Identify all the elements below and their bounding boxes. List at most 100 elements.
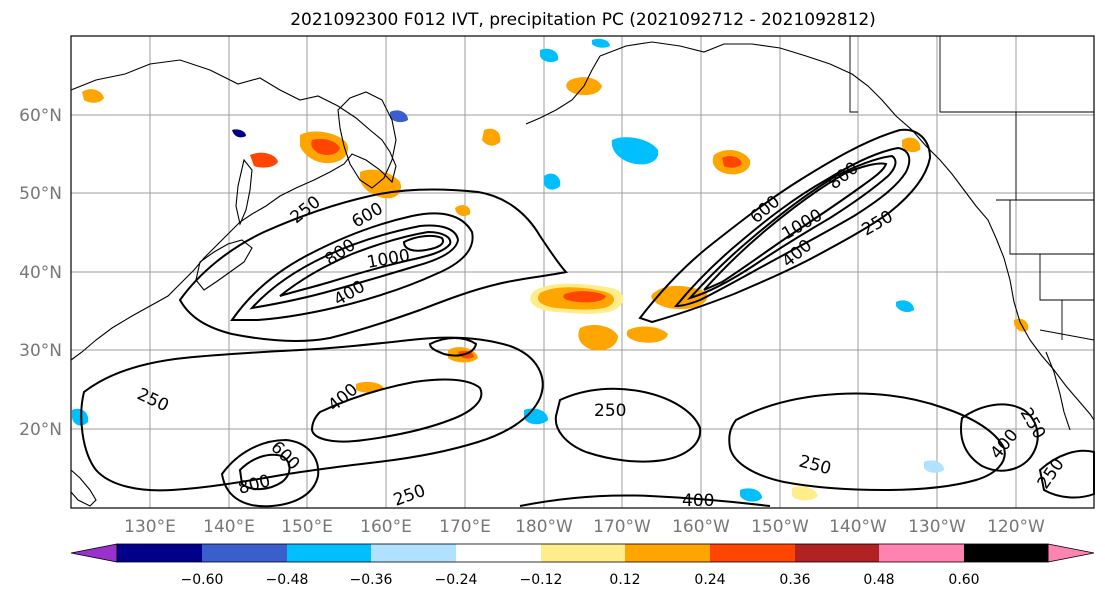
border-canada-alaska xyxy=(849,36,858,113)
ivt-contours xyxy=(80,128,1095,508)
colorbar-bin xyxy=(879,544,964,562)
coastline-philippines xyxy=(70,469,97,507)
precip-patch-negative xyxy=(740,488,762,502)
lat-label: 30°N xyxy=(19,341,62,361)
precip-patch-negative xyxy=(232,129,246,138)
precip-patch-positive xyxy=(482,128,501,146)
precip-patch-negative xyxy=(72,408,89,426)
precip-patch-positive xyxy=(563,291,606,303)
graticule xyxy=(71,36,1094,508)
colorbar-tick-label: 0.36 xyxy=(779,572,810,588)
figure-title: 2021092300 F012 IVT, precipitation PC (2… xyxy=(290,10,876,30)
ivt-contour-800-east xyxy=(703,162,888,291)
precip-patch-positive xyxy=(902,137,921,153)
longitude-labels: 130°E 140°E 150°E 160°E 170°E 180°W 170°… xyxy=(124,517,1045,537)
lon-label: 150°W xyxy=(751,517,809,537)
ivt-contour-600-east xyxy=(686,154,897,300)
ivt-contour-400-bottom xyxy=(519,494,771,507)
coastline-alaska xyxy=(599,41,997,239)
precip-patch-positive xyxy=(82,89,104,103)
coastline-asia xyxy=(70,59,397,361)
ivt-contour-1000-west xyxy=(402,234,444,252)
colorbar-bin xyxy=(202,544,287,562)
lon-label: 140°E xyxy=(203,517,255,537)
ivt-contour-400-east xyxy=(673,146,911,308)
colorbar-bin xyxy=(625,544,710,562)
ivt-contour-250-north-pacific xyxy=(428,337,478,357)
colorbar-tick-label: 0.48 xyxy=(863,572,894,588)
lat-label: 20°N xyxy=(19,420,62,440)
colorbar-extend-low xyxy=(70,543,118,563)
ivt-contour-400-south xyxy=(310,378,483,443)
precip-patch-negative xyxy=(896,300,914,313)
lon-label: 160°W xyxy=(672,517,730,537)
colorbar-bin xyxy=(287,544,371,562)
lon-label: 120°W xyxy=(987,517,1045,537)
precip-patch-positive xyxy=(360,169,402,199)
ivt-contour-250-east xyxy=(638,128,932,324)
colorbar-tick-label: −0.36 xyxy=(350,572,393,588)
border-canada-provinces xyxy=(939,36,1094,200)
coastline-north-america-west xyxy=(995,237,1095,421)
lon-label: 130°E xyxy=(124,517,176,537)
precip-patch-positive xyxy=(455,205,471,216)
colorbar: −0.60 −0.48 −0.36 −0.24 −0.12 0.12 0.24 … xyxy=(70,543,1095,588)
colorbar-tick-label: 0.60 xyxy=(948,572,979,588)
coastline-japan xyxy=(195,239,253,291)
precip-patch-negative xyxy=(924,460,944,473)
ivt-contour-250-southeast xyxy=(728,392,1006,492)
precip-patch-negative xyxy=(540,48,559,63)
coastline-sakhalin xyxy=(235,158,253,226)
colorbar-tick-label: −0.12 xyxy=(520,572,563,588)
precip-patch-positive xyxy=(311,138,340,156)
lon-label: 170°E xyxy=(439,517,491,537)
coastlines xyxy=(70,41,1095,507)
lat-label: 40°N xyxy=(19,263,62,283)
colorbar-bin xyxy=(795,544,879,562)
ivt-contour-400-west xyxy=(230,212,474,321)
political-borders xyxy=(849,36,1095,341)
colorbar-tick-label: 0.12 xyxy=(609,572,640,588)
border-us-mexico xyxy=(1039,329,1095,341)
colorbar-ticks: −0.60 −0.48 −0.36 −0.24 −0.12 0.12 0.24 … xyxy=(181,572,980,588)
precip-patch-positive xyxy=(722,156,742,168)
coastline-baja xyxy=(1045,351,1071,431)
precip-patch-positive xyxy=(578,324,618,351)
lon-label: 180°W xyxy=(515,517,573,537)
contour-label: 250 xyxy=(594,401,626,421)
border-us-states xyxy=(1009,200,1094,340)
ivt-contour-800-southwest xyxy=(238,453,291,490)
lon-label: 150°E xyxy=(281,517,333,537)
colorbar-tick-label: −0.48 xyxy=(266,572,309,588)
lon-label: 130°W xyxy=(908,517,966,537)
contour-label: 400 xyxy=(682,491,714,511)
colorbar-bin xyxy=(710,544,795,562)
precip-patch-negative xyxy=(390,110,408,123)
ivt-contour-250-south xyxy=(80,336,544,492)
colorbar-tick-label: 0.24 xyxy=(694,572,725,588)
ivt-contour-250-west xyxy=(178,188,568,342)
lat-label: 50°N xyxy=(19,184,62,204)
lon-label: 160°E xyxy=(360,517,412,537)
colorbar-bin xyxy=(371,544,456,562)
coastline-kamchatka xyxy=(337,91,397,189)
ivt-contour-250-central xyxy=(554,387,702,463)
ivt-contour-600-west xyxy=(249,224,460,310)
colorbar-frame xyxy=(116,543,1049,563)
lon-label: 170°W xyxy=(593,517,651,537)
precip-patch-negative xyxy=(611,137,659,165)
precip-patch-negative xyxy=(592,38,610,48)
precip-patch-positive xyxy=(792,486,818,501)
latitude-labels: 60°N 50°N 40°N 30°N 20°N xyxy=(19,106,62,440)
lon-label: 140°W xyxy=(829,517,887,537)
ivt-contour-400-east-south xyxy=(960,403,1039,472)
colorbar-extend-high xyxy=(1047,543,1095,563)
colorbar-tick-label: −0.24 xyxy=(435,572,478,588)
colorbar-bin xyxy=(456,544,541,562)
precip-patch-positive xyxy=(250,152,278,168)
ivt-contour-800-west xyxy=(279,230,452,297)
lat-label: 60°N xyxy=(19,106,62,126)
colorbar-tick-label: −0.60 xyxy=(181,572,224,588)
colorbar-bin xyxy=(541,544,625,562)
